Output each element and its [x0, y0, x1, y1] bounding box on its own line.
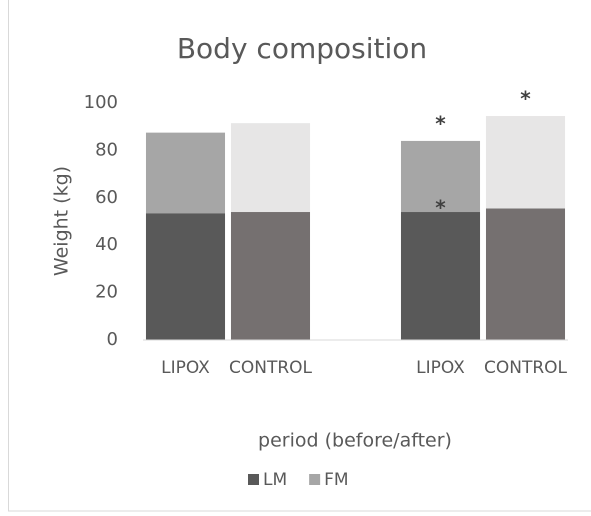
- bar-segment: [145, 213, 226, 340]
- chart-title: Body composition: [177, 32, 427, 65]
- y-axis-title: Weight (kg): [51, 166, 73, 276]
- annotation: *: [520, 86, 531, 110]
- bar-segment: [145, 132, 226, 214]
- annotation: *: [435, 111, 446, 135]
- x-tick-label: LIPOX: [416, 358, 465, 378]
- x-axis-title: period (before/after): [258, 430, 452, 452]
- bar-segment: [485, 208, 566, 340]
- x-tick-label: LIPOX: [161, 358, 210, 378]
- legend-label: FM: [324, 470, 348, 490]
- y-tick-label: 60: [95, 187, 118, 208]
- x-tick-label: CONTROL: [229, 358, 313, 378]
- bar-segment: [230, 212, 311, 340]
- y-tick-label: 0: [107, 329, 118, 350]
- y-tick-label: 20: [95, 282, 118, 303]
- bar-segment: [400, 212, 481, 340]
- legend-swatch: [309, 474, 321, 485]
- legend-label: LM: [263, 470, 287, 490]
- chart-border: [8, 0, 591, 512]
- annotation: *: [435, 195, 446, 219]
- y-tick-label: 100: [84, 92, 118, 113]
- bar-segment: [230, 123, 311, 213]
- x-tick-label: CONTROL: [484, 358, 568, 378]
- legend-swatch: [248, 474, 259, 485]
- bar-segment: [400, 140, 481, 213]
- bar-segment: [485, 116, 566, 209]
- y-tick-label: 80: [95, 139, 118, 160]
- y-tick-label: 40: [95, 234, 118, 255]
